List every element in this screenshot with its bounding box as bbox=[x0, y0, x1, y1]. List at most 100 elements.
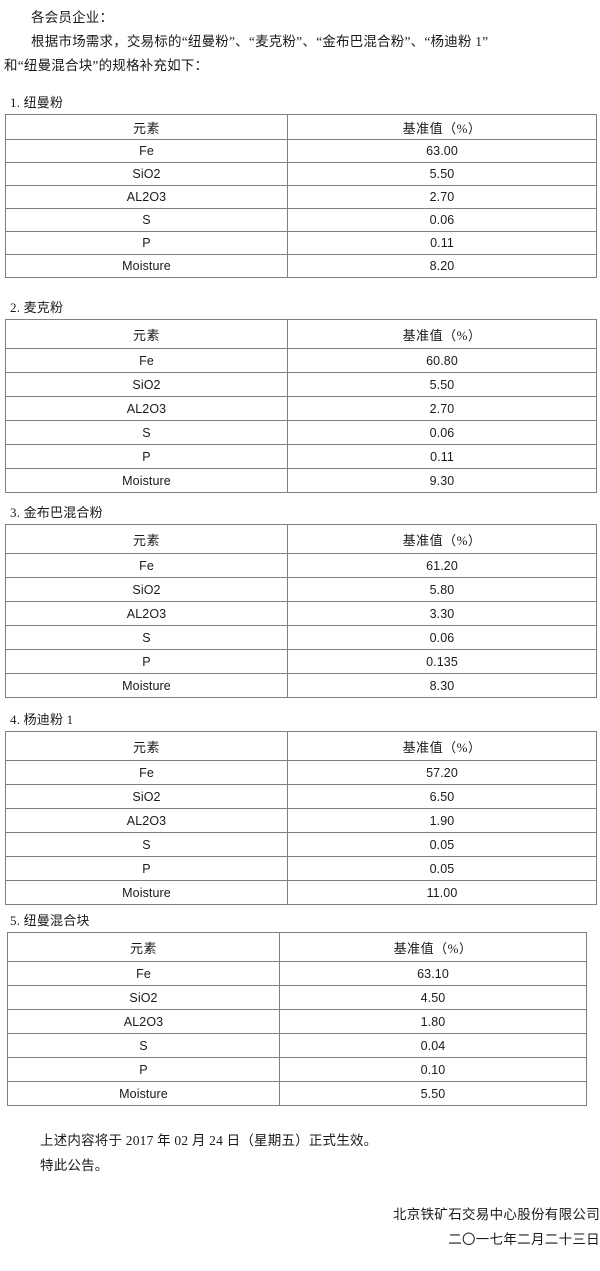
cell-element: P bbox=[5, 856, 288, 881]
cell-value: 5.50 bbox=[279, 1081, 587, 1106]
cell-element: Fe bbox=[5, 553, 288, 578]
cell-value: 9.30 bbox=[287, 468, 597, 493]
table-row: AL2O3 1.80 bbox=[7, 1009, 587, 1034]
cell-value: 0.06 bbox=[287, 420, 597, 445]
table-row: S 0.06 bbox=[5, 208, 597, 232]
table-row: AL2O3 3.30 bbox=[5, 601, 597, 626]
cell-element: P bbox=[7, 1057, 280, 1082]
effective-notice: 上述内容将于 2017 年 02 月 24 日（星期五）正式生效。 bbox=[40, 1133, 378, 1148]
cell-value: 0.06 bbox=[287, 208, 597, 232]
table-row: S 0.06 bbox=[5, 420, 597, 445]
table-row: P 0.11 bbox=[5, 231, 597, 255]
table-row: Moisture 8.20 bbox=[5, 254, 597, 278]
cell-value: 0.11 bbox=[287, 444, 597, 469]
intro-block: 各会员企业： 根据市场需求，交易标的“纽曼粉”、“麦克粉”、“金布巴混合粉”、“… bbox=[0, 6, 600, 78]
cell-value: 63.10 bbox=[279, 961, 587, 986]
cell-element: SiO2 bbox=[5, 784, 288, 809]
intro-paragraph-line-2: 和“纽曼混合块”的规格补充如下： bbox=[4, 58, 209, 73]
table-row: SiO2 4.50 bbox=[7, 985, 587, 1010]
signature-block: 北京铁矿石交易中心股份有限公司 二〇一七年二月二十三日 bbox=[0, 1202, 600, 1252]
header-element: 元素 bbox=[5, 731, 288, 761]
cell-element: S bbox=[7, 1033, 280, 1058]
table-row: SiO2 6.50 bbox=[5, 784, 597, 809]
cell-value: 4.50 bbox=[279, 985, 587, 1010]
cell-value: 6.50 bbox=[287, 784, 597, 809]
cell-value: 11.00 bbox=[287, 880, 597, 905]
table-header-row: 元素 基准值（%） bbox=[5, 524, 597, 554]
table-header-row: 元素 基准值（%） bbox=[5, 731, 597, 761]
section-4: 4. 杨迪粉 1 元素 基准值（%） Fe 57.20 SiO2 6.50 AL2O… bbox=[0, 712, 600, 905]
cell-value: 5.50 bbox=[287, 372, 597, 397]
table-row: Fe 57.20 bbox=[5, 760, 597, 785]
cell-value: 8.20 bbox=[287, 254, 597, 278]
cell-value: 0.05 bbox=[287, 832, 597, 857]
cell-value: 0.06 bbox=[287, 625, 597, 650]
cell-element: AL2O3 bbox=[5, 396, 288, 421]
spec-table-4: 元素 基准值（%） Fe 57.20 SiO2 6.50 AL2O3 1.90 S 0.… bbox=[5, 731, 597, 905]
table-row: P 0.135 bbox=[5, 649, 597, 674]
table-row: S 0.05 bbox=[5, 832, 597, 857]
section-1-heading: 1. 纽曼粉 bbox=[10, 95, 64, 110]
cell-value: 0.04 bbox=[279, 1033, 587, 1058]
cell-element: SiO2 bbox=[5, 577, 288, 602]
table-row: Fe 63.10 bbox=[7, 961, 587, 986]
intro-paragraph-line-1: 根据市场需求，交易标的“纽曼粉”、“麦克粉”、“金布巴混合粉”、“杨迪粉 1” bbox=[31, 34, 489, 49]
company-name: 北京铁矿石交易中心股份有限公司 bbox=[393, 1207, 600, 1222]
cell-element: AL2O3 bbox=[5, 601, 288, 626]
cell-element: SiO2 bbox=[5, 162, 288, 186]
cell-element: AL2O3 bbox=[5, 185, 288, 209]
table-row: SiO2 5.50 bbox=[5, 372, 597, 397]
cell-value: 0.10 bbox=[279, 1057, 587, 1082]
cell-element: Fe bbox=[5, 348, 288, 373]
table-row: P 0.10 bbox=[7, 1057, 587, 1082]
cell-value: 3.30 bbox=[287, 601, 597, 626]
table-header-row: 元素 基准值（%） bbox=[7, 932, 587, 962]
cell-value: 2.70 bbox=[287, 396, 597, 421]
cell-value: 0.05 bbox=[287, 856, 597, 881]
cell-value: 5.50 bbox=[287, 162, 597, 186]
section-3: 3. 金布巴混合粉 元素 基准值（%） Fe 61.20 SiO2 5.80 AL2… bbox=[0, 505, 600, 698]
table-row: Moisture 8.30 bbox=[5, 673, 597, 698]
cell-value: 2.70 bbox=[287, 185, 597, 209]
section-1: 1. 纽曼粉 元素 基准值（%） Fe 63.00 SiO2 5.50 AL2O3 2… bbox=[0, 95, 600, 278]
cell-element: S bbox=[5, 625, 288, 650]
header-benchmark: 基准值（%） bbox=[287, 731, 597, 761]
table-row: SiO2 5.80 bbox=[5, 577, 597, 602]
header-element: 元素 bbox=[5, 319, 288, 349]
cell-element: Fe bbox=[5, 139, 288, 163]
section-5-heading: 5. 纽曼混合块 bbox=[10, 913, 90, 928]
spec-table-1: 元素 基准值（%） Fe 63.00 SiO2 5.50 AL2O3 2.70 S 0.… bbox=[5, 114, 597, 278]
cell-value: 1.80 bbox=[279, 1009, 587, 1034]
cell-element: Moisture bbox=[5, 254, 288, 278]
spec-table-5: 元素 基准值（%） Fe 63.10 SiO2 4.50 AL2O3 1.80 S 0.… bbox=[7, 932, 587, 1106]
salutation: 各会员企业： bbox=[31, 10, 114, 25]
cell-element: S bbox=[5, 208, 288, 232]
cell-element: P bbox=[5, 649, 288, 674]
cell-element: Moisture bbox=[5, 468, 288, 493]
section-3-heading: 3. 金布巴混合粉 bbox=[10, 505, 103, 520]
cell-value: 1.90 bbox=[287, 808, 597, 833]
table-row: P 0.05 bbox=[5, 856, 597, 881]
section-4-heading: 4. 杨迪粉 1 bbox=[10, 712, 74, 727]
table-row: P 0.11 bbox=[5, 444, 597, 469]
table-row: Moisture 9.30 bbox=[5, 468, 597, 493]
section-2-heading: 2. 麦克粉 bbox=[10, 300, 64, 315]
cell-element: S bbox=[5, 420, 288, 445]
cell-value: 63.00 bbox=[287, 139, 597, 163]
cell-element: S bbox=[5, 832, 288, 857]
cell-element: AL2O3 bbox=[5, 808, 288, 833]
header-element: 元素 bbox=[5, 114, 288, 140]
section-2: 2. 麦克粉 元素 基准值（%） Fe 60.80 SiO2 5.50 AL2O3 2… bbox=[0, 300, 600, 493]
table-row: S 0.04 bbox=[7, 1033, 587, 1058]
cell-value: 0.11 bbox=[287, 231, 597, 255]
footer-notes: 上述内容将于 2017 年 02 月 24 日（星期五）正式生效。 特此公告。 bbox=[40, 1128, 600, 1178]
table-header-row: 元素 基准值（%） bbox=[5, 319, 597, 349]
spec-table-2: 元素 基准值（%） Fe 60.80 SiO2 5.50 AL2O3 2.70 S 0.… bbox=[5, 319, 597, 493]
cell-element: P bbox=[5, 444, 288, 469]
table-row: S 0.06 bbox=[5, 625, 597, 650]
cell-element: AL2O3 bbox=[7, 1009, 280, 1034]
table-row: AL2O3 1.90 bbox=[5, 808, 597, 833]
table-row: Moisture 11.00 bbox=[5, 880, 597, 905]
cell-value: 0.135 bbox=[287, 649, 597, 674]
